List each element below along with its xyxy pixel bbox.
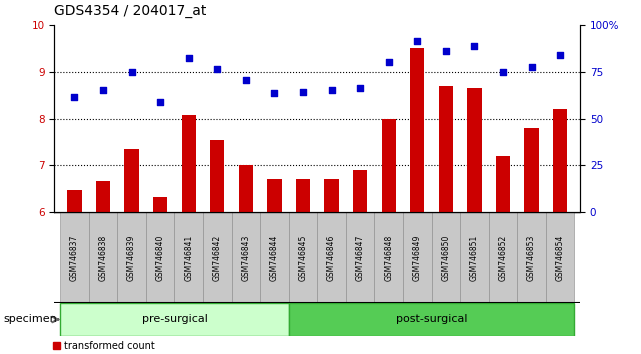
Point xyxy=(183,55,194,61)
Bar xyxy=(488,212,517,303)
Bar xyxy=(96,181,110,212)
Bar xyxy=(517,212,546,303)
Bar xyxy=(60,303,288,336)
Text: GSM746843: GSM746843 xyxy=(242,234,251,281)
Bar xyxy=(231,212,260,303)
Bar xyxy=(117,212,146,303)
Bar xyxy=(60,212,88,303)
Bar xyxy=(267,179,281,212)
Bar xyxy=(553,109,567,212)
Bar xyxy=(546,212,574,303)
Bar xyxy=(524,128,538,212)
Bar xyxy=(496,156,510,212)
Bar xyxy=(324,179,338,212)
Point xyxy=(98,88,108,93)
Bar xyxy=(203,212,231,303)
Text: GSM746837: GSM746837 xyxy=(70,234,79,281)
Text: GSM746850: GSM746850 xyxy=(442,234,451,281)
Bar xyxy=(381,119,396,212)
Text: GSM746845: GSM746845 xyxy=(299,234,308,281)
Text: GSM746841: GSM746841 xyxy=(184,234,193,281)
Text: GSM746844: GSM746844 xyxy=(270,234,279,281)
Text: GSM746848: GSM746848 xyxy=(384,234,393,281)
Point xyxy=(241,77,251,83)
Point xyxy=(212,67,222,72)
Point xyxy=(555,52,565,58)
Text: GSM746851: GSM746851 xyxy=(470,234,479,281)
Point xyxy=(383,59,394,65)
Point xyxy=(269,90,279,96)
Bar xyxy=(260,212,288,303)
Bar xyxy=(153,197,167,212)
Text: GSM746846: GSM746846 xyxy=(327,234,336,281)
Bar xyxy=(210,140,224,212)
Text: GSM746839: GSM746839 xyxy=(127,234,136,281)
Point xyxy=(326,88,337,93)
Legend: transformed count, percentile rank within the sample: transformed count, percentile rank withi… xyxy=(53,341,229,354)
Point xyxy=(355,85,365,91)
Point xyxy=(126,69,137,74)
Bar xyxy=(67,190,81,212)
Bar xyxy=(353,170,367,212)
Text: pre-surgical: pre-surgical xyxy=(142,314,208,325)
Bar xyxy=(146,212,174,303)
Bar xyxy=(346,212,374,303)
Point xyxy=(526,64,537,70)
Bar xyxy=(124,149,138,212)
Bar xyxy=(288,303,574,336)
Text: GSM746849: GSM746849 xyxy=(413,234,422,281)
Bar xyxy=(238,165,253,212)
Text: GSM746854: GSM746854 xyxy=(556,234,565,281)
Bar xyxy=(410,48,424,212)
Bar xyxy=(181,115,196,212)
Bar xyxy=(467,88,481,212)
Bar xyxy=(174,212,203,303)
Bar xyxy=(296,179,310,212)
Text: GSM746840: GSM746840 xyxy=(156,234,165,281)
Bar xyxy=(460,212,488,303)
Text: GSM746847: GSM746847 xyxy=(356,234,365,281)
Bar xyxy=(431,212,460,303)
Text: GSM746853: GSM746853 xyxy=(527,234,536,281)
Point xyxy=(155,99,165,105)
Bar xyxy=(438,86,453,212)
Point xyxy=(412,38,422,44)
Text: GSM746842: GSM746842 xyxy=(213,234,222,281)
Bar xyxy=(403,212,431,303)
Point xyxy=(441,48,451,53)
Text: post-surgical: post-surgical xyxy=(395,314,467,325)
Bar xyxy=(88,212,117,303)
Text: GDS4354 / 204017_at: GDS4354 / 204017_at xyxy=(54,4,207,18)
Bar xyxy=(317,212,346,303)
Point xyxy=(498,69,508,74)
Text: specimen: specimen xyxy=(3,314,57,325)
Text: GSM746852: GSM746852 xyxy=(499,234,508,281)
Point xyxy=(69,94,79,99)
Point xyxy=(469,43,479,49)
Bar xyxy=(374,212,403,303)
Point xyxy=(298,89,308,95)
Text: GSM746838: GSM746838 xyxy=(99,234,108,281)
Bar xyxy=(288,212,317,303)
